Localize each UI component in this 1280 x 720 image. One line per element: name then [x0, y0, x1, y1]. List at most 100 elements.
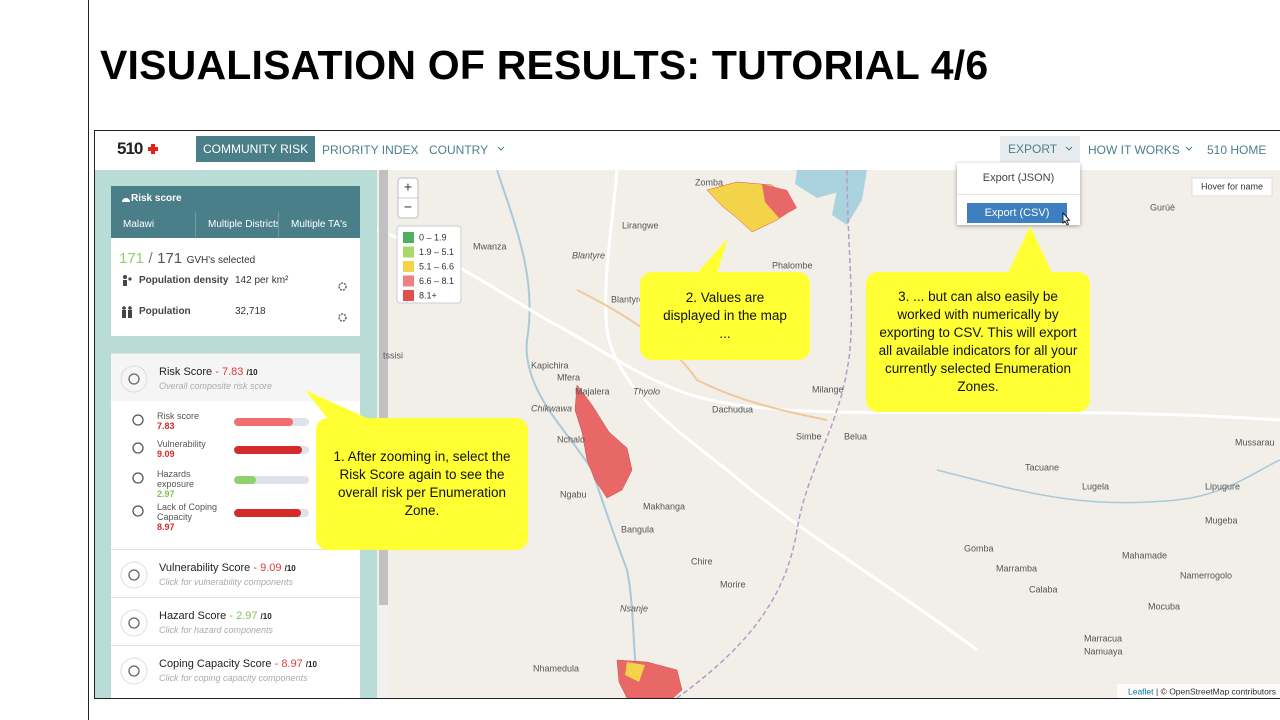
place-label: Gurúè: [1150, 202, 1175, 212]
score-description: Click for coping capacity components: [159, 673, 308, 683]
score-row[interactable]: Coping Capacity Score - 8.97 /10 Click fo…: [111, 645, 360, 698]
place-label: Bangula: [621, 524, 654, 534]
place-label: Namuaya: [1084, 646, 1123, 656]
place-label: Lirangwe: [622, 220, 659, 230]
place-label: Mwanza: [473, 241, 507, 251]
icon-glyph: [132, 414, 144, 426]
export-json[interactable]: Export (JSON): [982, 172, 1055, 184]
count-separator: /: [148, 250, 153, 267]
score-row[interactable]: Vulnerability Score - 9.09 /10 Click for …: [111, 549, 360, 598]
score-separator: -: [215, 366, 219, 378]
nav-how-it-works[interactable]: HOW IT WORKS: [1088, 143, 1180, 157]
score-name: Hazard Score: [159, 610, 227, 622]
export-menu: Export (JSON) Export (CSV): [957, 163, 1080, 226]
legend-swatch: [403, 232, 414, 243]
score-row[interactable]: Risk Score - 7.83 /10 Overall composite r…: [111, 353, 360, 402]
component-value: 8.97: [157, 522, 175, 532]
score-value: 8.97: [281, 658, 303, 670]
place-label: Phalombe: [772, 260, 813, 270]
score-title: Vulnerability Score - 9.09 /10: [159, 562, 296, 574]
icon-glyph: [128, 373, 140, 385]
place-label: Milange: [812, 384, 844, 394]
chevron: [1065, 146, 1073, 151]
road: [604, 170, 978, 652]
hover-hint-box: [1191, 177, 1273, 197]
place-label: Chikwawa: [531, 403, 572, 413]
legend-label: 6.6 – 8.1: [419, 276, 454, 286]
nav-510-home[interactable]: 510 HOME: [1207, 143, 1267, 157]
place-label: Mahamade: [1122, 550, 1167, 560]
score-scale: /10: [284, 564, 296, 573]
place-label: Ngabu: [560, 489, 587, 499]
component-icon: [132, 505, 144, 517]
choropleth-area: [574, 384, 633, 499]
nav-country[interactable]: COUNTRY: [429, 143, 489, 157]
filter-district[interactable]: Multiple Districts: [195, 212, 278, 238]
icon-glyph: [132, 505, 144, 517]
component-value: 2.97: [157, 489, 175, 499]
river: [936, 459, 1280, 504]
place-label: tssisi: [383, 350, 403, 360]
place-label: Mugeba: [1205, 515, 1238, 525]
indicator-value: 142 per km²: [235, 275, 289, 286]
bar: [234, 446, 303, 454]
settings-icon[interactable]: [337, 281, 348, 292]
panel-header: Risk score: [111, 186, 360, 212]
scrollbar-thumb[interactable]: [379, 170, 388, 605]
place-label: Nsanje: [620, 603, 648, 613]
place-label: Namerrogolo: [1180, 570, 1232, 580]
nav-export[interactable]: EXPORT: [1000, 136, 1080, 162]
place-label: Dachudua: [712, 404, 753, 414]
score-value: 7.83: [221, 366, 244, 378]
place-label: Marracua: [1084, 633, 1122, 643]
place-label: Mussarau: [1235, 437, 1275, 447]
bar-track: [234, 476, 309, 484]
place-label: Marramba: [996, 563, 1037, 573]
nav-community-risk[interactable]: COMMUNITY RISK: [196, 136, 316, 162]
settings-icon[interactable]: [337, 312, 348, 323]
attribution-box: [1117, 684, 1280, 698]
bar: [234, 509, 302, 517]
selected-count: 171: [119, 250, 145, 267]
place-label: Calaba: [1029, 584, 1058, 594]
logo[interactable]: 510: [117, 139, 143, 158]
place-label: Majalera: [575, 386, 610, 396]
bar-track: [234, 446, 309, 454]
place-label: Belua: [844, 431, 867, 441]
score-title: Coping Capacity Score - 8.97 /10: [159, 658, 317, 670]
legend-swatch: [403, 275, 414, 287]
choropleth-area: [625, 662, 645, 682]
score-icon: [120, 561, 148, 589]
red-cross-icon: [148, 144, 158, 154]
export-csv[interactable]: Export (CSV): [967, 203, 1067, 223]
chevron: [1185, 146, 1193, 151]
border: [676, 170, 853, 698]
place-label: Nchalo: [557, 434, 585, 444]
component-name: Hazards exposure: [157, 469, 195, 489]
nav-priority-index[interactable]: PRIORITY INDEX: [322, 143, 419, 157]
score-separator: -: [274, 658, 279, 670]
filter-ta[interactable]: Multiple TA's: [278, 212, 360, 238]
score-value: 2.97: [236, 610, 258, 622]
component-name: Risk score: [157, 411, 200, 421]
icon-ring: [120, 657, 148, 685]
icon-glyph: [128, 665, 140, 677]
place-label: Chire: [691, 556, 713, 566]
component-icon: [132, 442, 144, 454]
place-label: Lugela: [1082, 481, 1109, 491]
road: [576, 289, 828, 421]
zoom-out[interactable]: −: [404, 199, 412, 215]
bar-track: [234, 418, 309, 426]
component-icon: [132, 414, 144, 426]
zoom-in[interactable]: +: [404, 179, 412, 195]
population-icon: [122, 306, 132, 318]
attribution-link[interactable]: Leaflet: [1128, 686, 1154, 696]
lake: [795, 170, 847, 198]
score-row[interactable]: Hazard Score - 2.97 /10 Click for hazard …: [111, 597, 360, 646]
icon-ring: [120, 365, 148, 393]
filter-country[interactable]: Malawi: [111, 212, 195, 238]
selection-count: 171 / 171 GVH's selected: [119, 250, 255, 268]
score-icon: [120, 657, 148, 685]
score-separator: -: [253, 562, 258, 574]
slide-rule: [88, 0, 89, 720]
